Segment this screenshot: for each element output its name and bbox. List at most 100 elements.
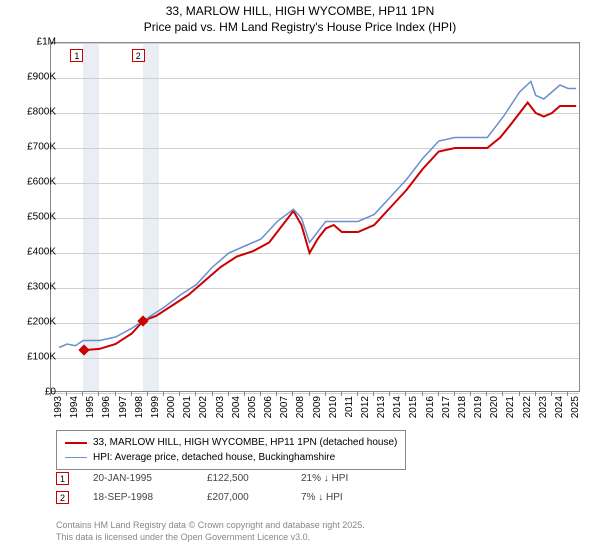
x-tick [567,392,568,396]
table-row: 2 18-SEP-1998 £207,000 7% ↓ HPI [56,491,381,504]
x-axis-label: 2011 [344,396,355,418]
x-tick [292,392,293,396]
sale-price: £207,000 [207,492,277,503]
x-axis-label: 1996 [101,396,112,418]
x-axis-label: 2020 [489,396,500,418]
x-tick [470,392,471,396]
x-tick [147,392,148,396]
x-tick [309,392,310,396]
x-tick [244,392,245,396]
sale-price: £122,500 [207,473,277,484]
x-axis-label: 2017 [441,396,452,418]
legend: 33, MARLOW HILL, HIGH WYCOMBE, HP11 1PN … [56,430,406,470]
x-tick [389,392,390,396]
y-axis-label: £1M [37,37,56,48]
sale-marker-box: 2 [56,491,69,504]
series-line [59,82,576,348]
sale-number-box: 1 [70,49,83,62]
x-axis-label: 2002 [198,396,209,418]
y-axis-label: £400K [27,247,56,258]
x-axis-label: 1995 [85,396,96,418]
x-axis-label: 2015 [408,396,419,418]
sale-number-box: 2 [132,49,145,62]
footnote: Contains HM Land Registry data © Crown c… [56,520,365,543]
x-tick [276,392,277,396]
x-tick [195,392,196,396]
line-series-svg [51,43,581,393]
x-axis-label: 2021 [505,396,516,418]
footnote-line: Contains HM Land Registry data © Crown c… [56,520,365,532]
x-axis-label: 2023 [538,396,549,418]
x-tick [551,392,552,396]
sale-marker-box: 1 [56,472,69,485]
x-tick [228,392,229,396]
y-axis-label: £500K [27,212,56,223]
chart-area: 12 £0£100K£200K£300K£400K£500K£600K£700K… [50,42,590,422]
sale-date: 20-JAN-1995 [93,473,183,484]
x-tick [422,392,423,396]
sale-date: 18-SEP-1998 [93,492,183,503]
x-tick [115,392,116,396]
chart-container: 33, MARLOW HILL, HIGH WYCOMBE, HP11 1PN … [0,0,600,560]
x-tick [82,392,83,396]
x-tick [357,392,358,396]
y-axis-label: £900K [27,72,56,83]
x-axis-label: 1999 [150,396,161,418]
x-axis-label: 2003 [215,396,226,418]
table-row: 1 20-JAN-1995 £122,500 21% ↓ HPI [56,472,381,485]
x-axis-label: 2009 [312,396,323,418]
x-tick [373,392,374,396]
y-axis-label: £100K [27,352,56,363]
legend-item: HPI: Average price, detached house, Buck… [65,450,397,465]
x-axis-label: 1998 [134,396,145,418]
x-axis-label: 2022 [522,396,533,418]
x-tick [179,392,180,396]
x-axis-label: 1994 [69,396,80,418]
x-tick [212,392,213,396]
y-axis-label: £600K [27,177,56,188]
sales-table: 1 20-JAN-1995 £122,500 21% ↓ HPI 2 18-SE… [56,472,381,510]
title-line-2: Price paid vs. HM Land Registry's House … [0,20,600,36]
x-axis-label: 2007 [279,396,290,418]
legend-label: HPI: Average price, detached house, Buck… [93,450,335,465]
x-axis-label: 2018 [457,396,468,418]
legend-label: 33, MARLOW HILL, HIGH WYCOMBE, HP11 1PN … [93,435,397,450]
x-axis-label: 2024 [554,396,565,418]
x-tick [454,392,455,396]
series-line [84,103,576,351]
x-tick [163,392,164,396]
y-axis-label: £200K [27,317,56,328]
title-line-1: 33, MARLOW HILL, HIGH WYCOMBE, HP11 1PN [0,4,600,20]
x-tick [486,392,487,396]
sale-hpi-delta: 21% ↓ HPI [301,473,381,484]
x-axis-label: 1993 [53,396,64,418]
x-axis-label: 2000 [166,396,177,418]
footnote-line: This data is licensed under the Open Gov… [56,532,365,544]
sale-hpi-delta: 7% ↓ HPI [301,492,381,503]
x-axis-label: 2008 [295,396,306,418]
x-tick [131,392,132,396]
x-axis-label: 2004 [231,396,242,418]
y-axis-label: £700K [27,142,56,153]
x-tick [502,392,503,396]
x-tick [341,392,342,396]
x-tick [260,392,261,396]
x-axis-label: 2014 [392,396,403,418]
x-axis-label: 2001 [182,396,193,418]
legend-item: 33, MARLOW HILL, HIGH WYCOMBE, HP11 1PN … [65,435,397,450]
x-axis-label: 2019 [473,396,484,418]
x-axis-label: 2006 [263,396,274,418]
x-axis-label: 2025 [570,396,581,418]
x-tick [325,392,326,396]
x-axis-label: 2010 [328,396,339,418]
legend-swatch [65,442,87,444]
x-axis-label: 2012 [360,396,371,418]
chart-title-block: 33, MARLOW HILL, HIGH WYCOMBE, HP11 1PN … [0,0,600,35]
x-tick [50,392,51,396]
x-tick [98,392,99,396]
x-tick [519,392,520,396]
legend-swatch [65,457,87,459]
x-axis-label: 2016 [425,396,436,418]
x-tick [66,392,67,396]
x-axis-label: 2013 [376,396,387,418]
